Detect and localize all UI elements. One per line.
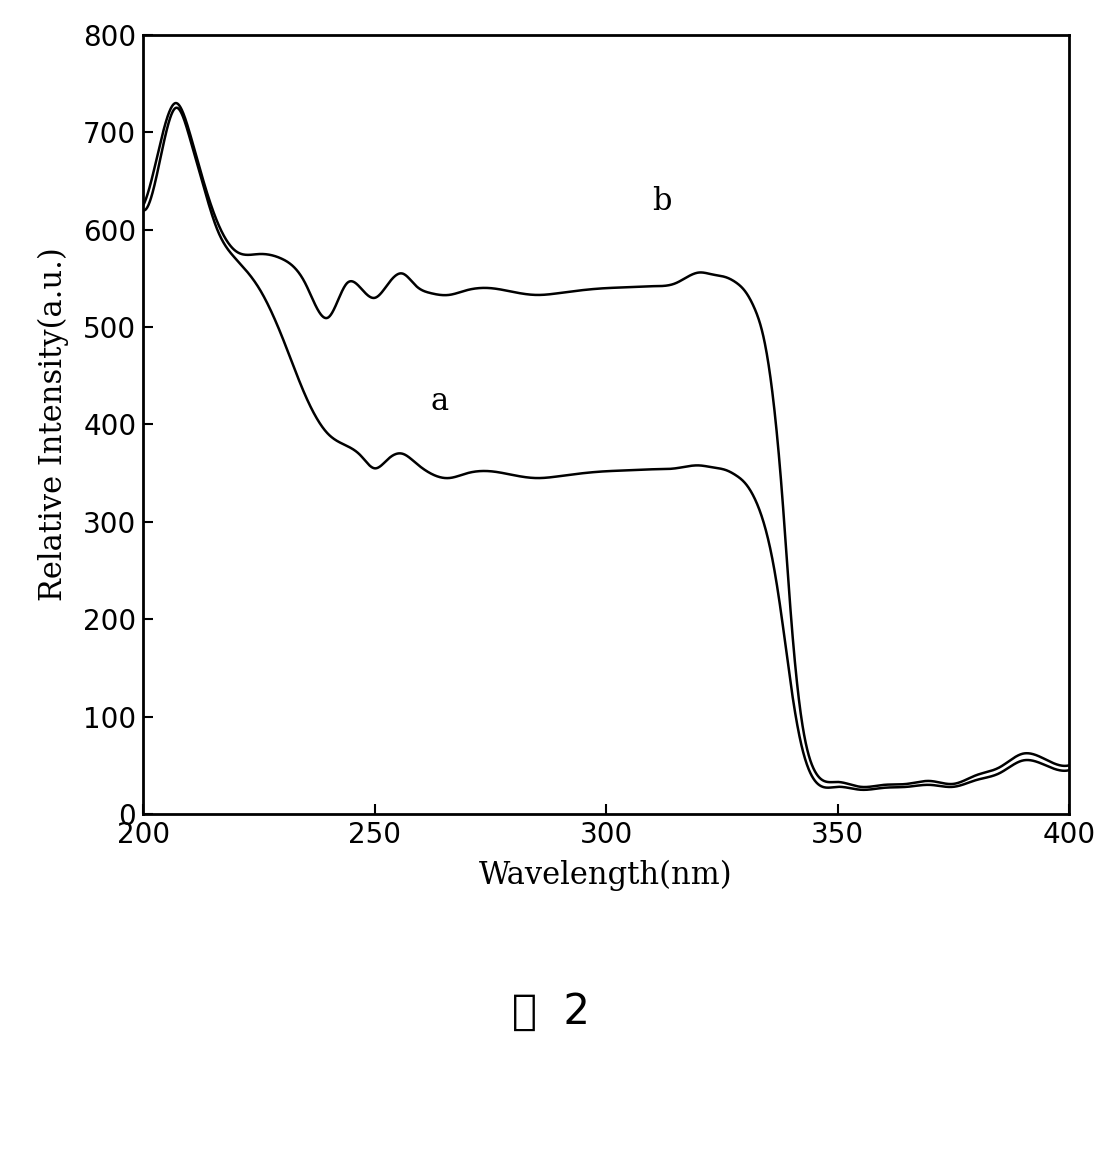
Y-axis label: Relative Intensity(a.u.): Relative Intensity(a.u.): [37, 248, 69, 601]
Text: a: a: [430, 386, 449, 416]
Text: 图  2: 图 2: [512, 991, 590, 1033]
X-axis label: Wavelength(nm): Wavelength(nm): [479, 861, 733, 891]
Text: b: b: [652, 186, 672, 217]
